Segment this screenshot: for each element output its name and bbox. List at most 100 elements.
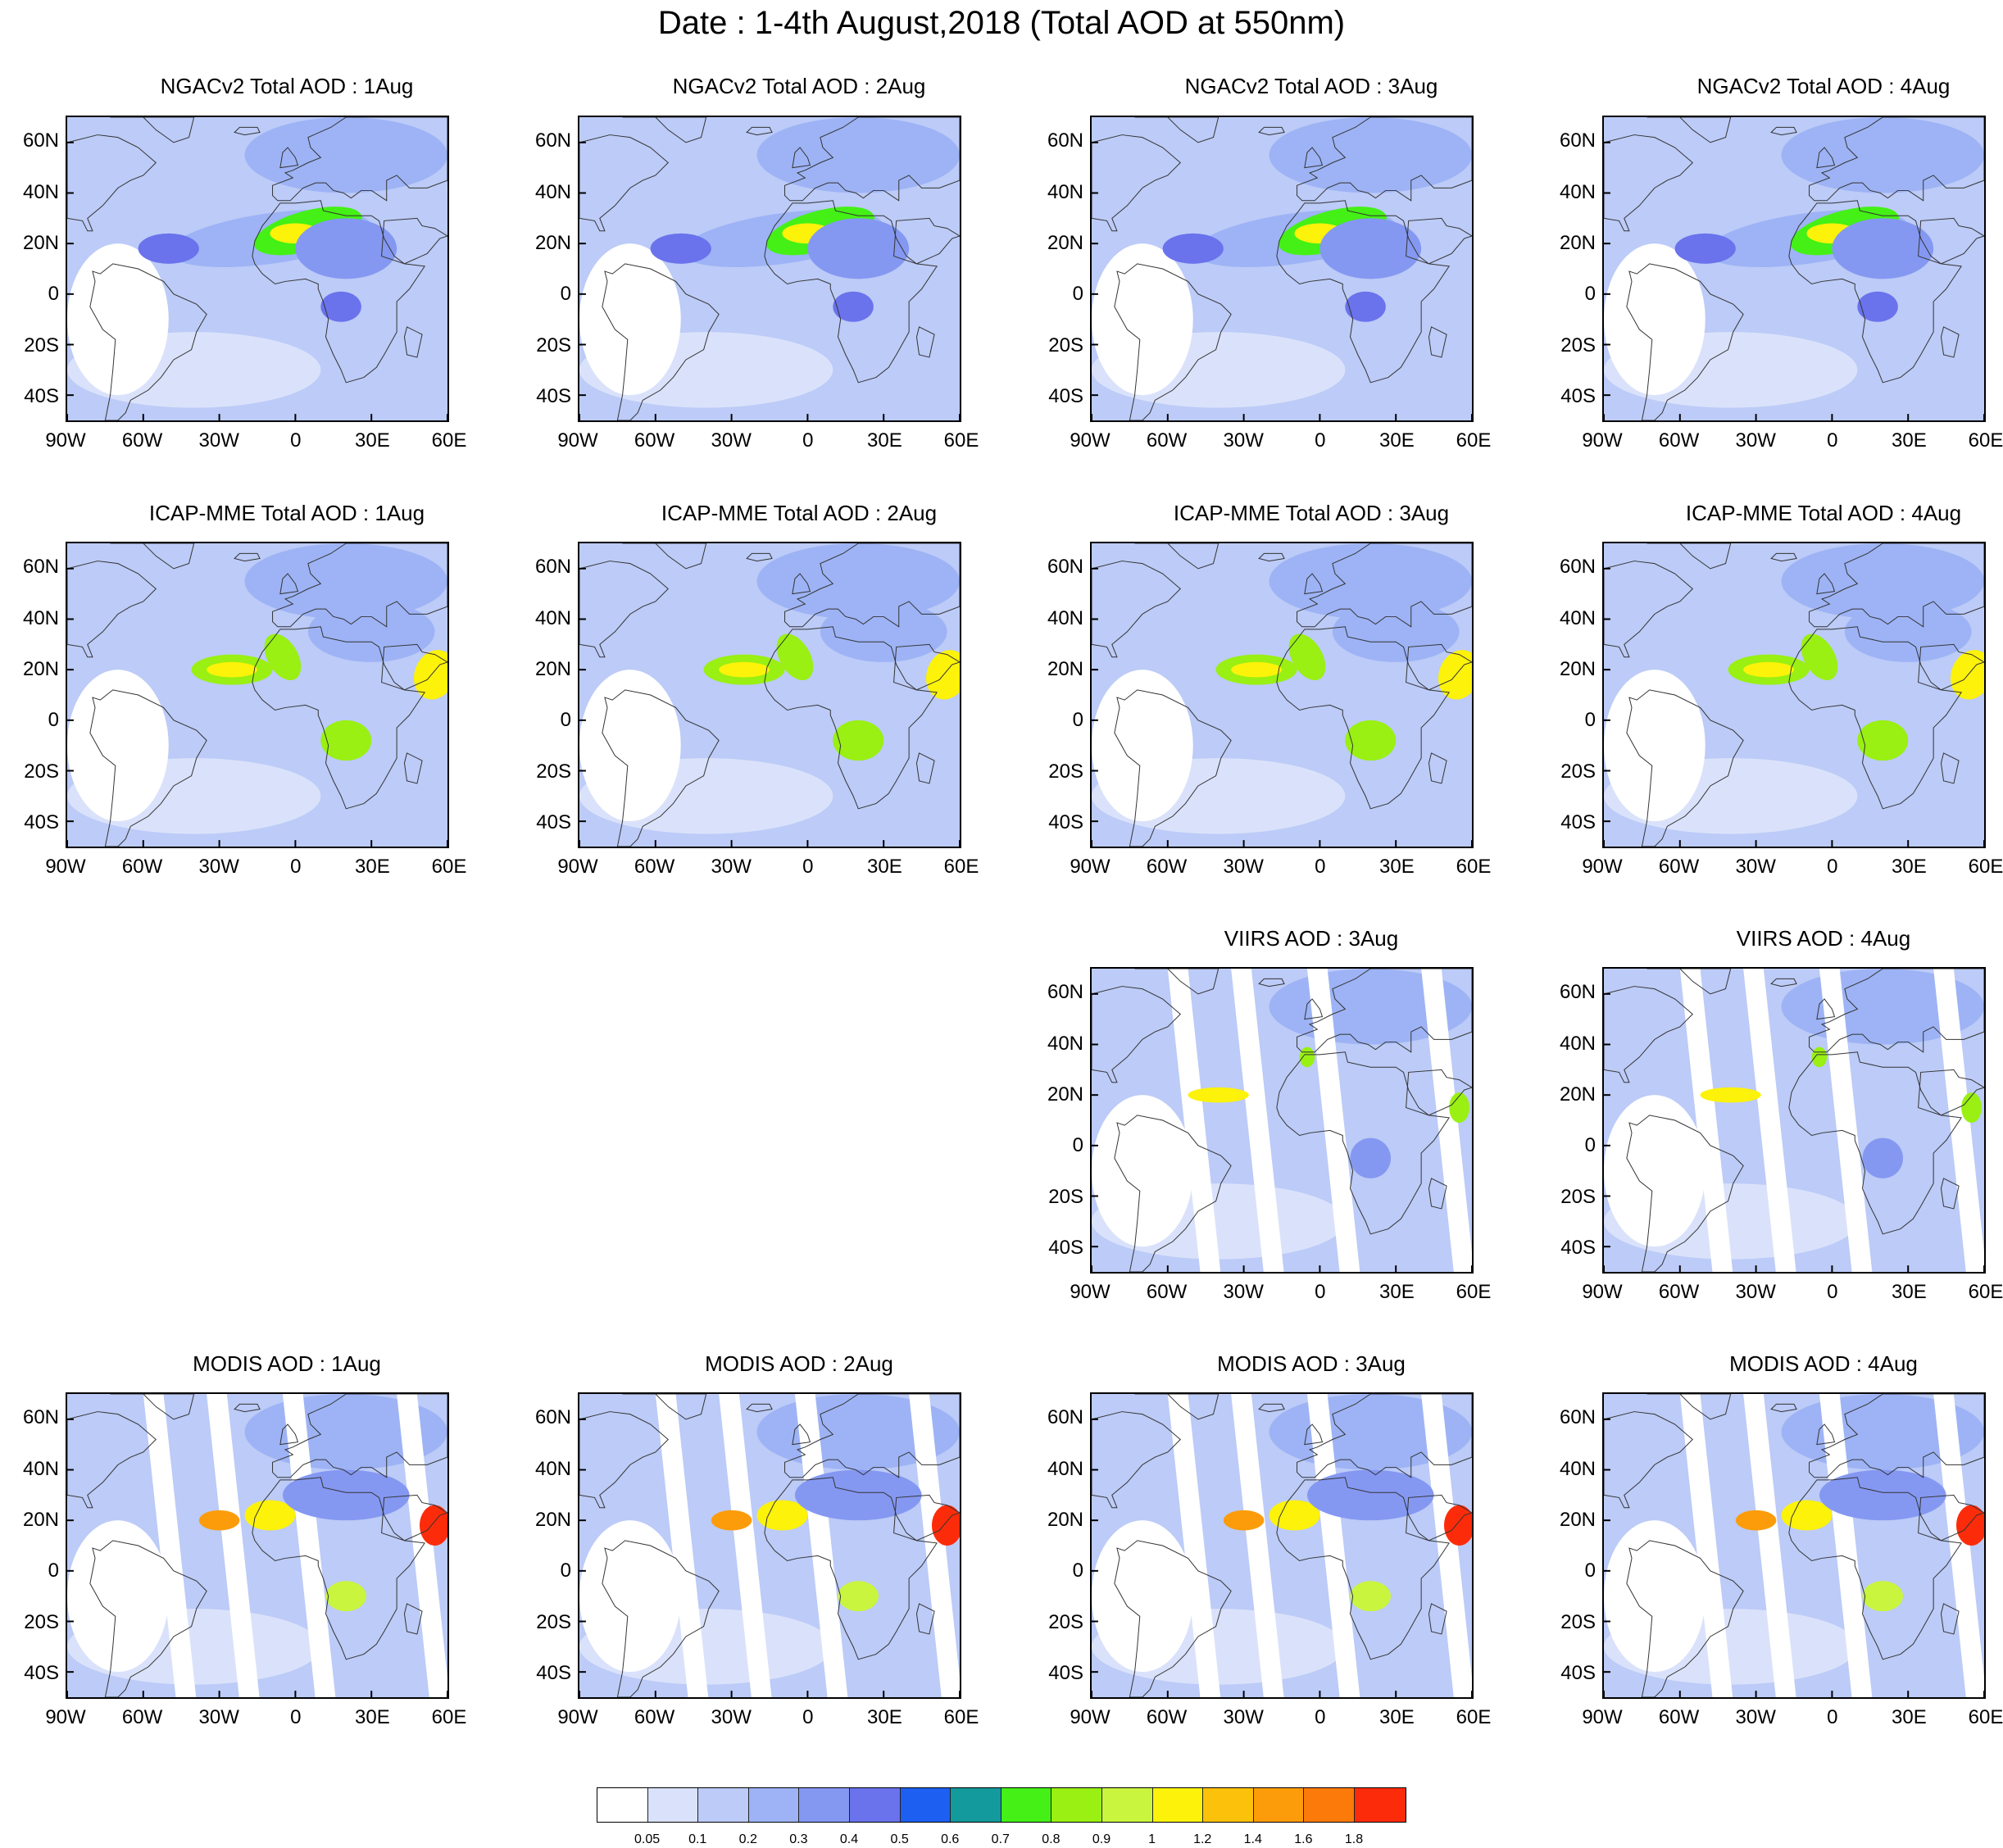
lon-tick-label: 60W [1658,1281,1700,1303]
aod-plume [138,233,199,264]
aod-plume [776,633,814,681]
coastline [1809,543,1984,628]
lon-tick-label: 30W [1223,1281,1264,1303]
lon-tick-label: 0 [802,429,814,452]
aod-map [578,116,961,422]
lat-tick-label: 40S [536,1661,571,1684]
aod-map [578,1392,961,1699]
coastline [1604,561,1693,658]
aod-plume [1604,1520,1706,1673]
coastline [1646,117,1732,143]
lat-tick-label: 0 [1072,283,1083,306]
coastline [1276,200,1450,384]
lon-tick-label: 30W [1735,429,1776,452]
lat-tick-label: 0 [560,1560,571,1582]
lat-tick-label: 60N [534,556,571,579]
colorbar-swatch [1253,1788,1305,1822]
coastline [1918,1494,1984,1542]
aod-map [66,542,449,848]
panel-title: ICAP-MME Total AOD : 4Aug [1685,501,1962,525]
coastline [1134,543,1220,570]
lat-tick-label: 60N [1047,1406,1083,1429]
lat-tick-label: 20S [1560,334,1596,356]
swath-gap [207,1394,260,1697]
aod-plume [1604,1095,1706,1247]
lon-tick-label: 60E [1968,1706,2003,1728]
lon-tick-label: 60E [431,429,467,452]
coastline [746,126,773,136]
lon-tick-label: 90W [45,1706,86,1728]
aod-map [1602,1392,1986,1699]
coastline [893,1494,960,1542]
aod-map [1602,542,1986,848]
lat-tick-label: 0 [48,1560,59,1582]
lon-tick-label: 30W [1223,429,1264,452]
colorbar-label: 1.6 [1294,1832,1313,1846]
coastline [1406,1069,1472,1116]
coastline [893,643,960,691]
lon-tick-label: 30E [867,856,902,878]
aod-plume [207,661,257,678]
colorbar-label: 1.8 [1344,1832,1364,1846]
coastline [381,643,447,691]
lon-tick-label: 60W [634,429,675,452]
panel-title: NGACv2 Total AOD : 1Aug [160,74,414,98]
coastline [1297,1394,1472,1478]
aod-plume [244,543,447,620]
coastline [1092,986,1181,1083]
coastline [1604,134,1693,232]
panel-title: NGACv2 Total AOD : 2Aug [672,74,926,98]
coastline [1276,1477,1450,1660]
map-canvas [1604,1394,1984,1697]
lat-tick-label: 20N [534,1508,571,1531]
lon-tick-label: 0 [1315,429,1326,452]
coastline [1428,1178,1447,1210]
lat-tick-label: 20N [534,657,571,680]
map-canvas [579,117,960,420]
coastline [1770,978,1797,988]
coastline [1092,561,1181,658]
map-canvas [579,543,960,847]
aod-map [1090,1392,1474,1699]
coastline [89,1540,207,1697]
coastline [272,1394,447,1478]
lat-tick-label: 40N [1047,1032,1083,1055]
coastline [1788,626,1962,810]
coastline [1258,552,1285,562]
aod-plume [1299,1047,1315,1068]
aod-plume [1700,1087,1761,1103]
aod-plume [1350,1137,1392,1178]
aod-plume [1811,1047,1828,1068]
aod-plume [579,243,681,396]
coastline [1788,1477,1962,1660]
lon-tick-label: 90W [45,856,86,878]
lat-tick-label: 20S [1048,1185,1083,1208]
lon-tick-label: 60W [1146,1706,1188,1728]
lon-tick-label: 30E [355,1706,390,1728]
lat-tick-label: 20S [1560,1185,1596,1208]
aod-plume [1092,1095,1193,1247]
coastline [272,117,447,202]
swath-gap [1679,1394,1733,1697]
lon-tick-label: 90W [1582,856,1623,878]
lat-tick-label: 0 [560,709,571,732]
lon-tick-label: 60E [1456,429,1492,452]
lon-tick-label: 30E [1379,856,1415,878]
aod-plume [1092,1520,1193,1673]
lat-tick-label: 20N [1047,1508,1083,1531]
lon-tick-label: 30W [1735,856,1776,878]
lat-tick-label: 20S [536,334,571,356]
colorbar-swatch [951,1788,1002,1822]
aod-plume [1332,601,1460,662]
aod-plume [1832,218,1934,279]
aod-plume [264,633,302,681]
aod-map [1602,116,1986,422]
coastline [1626,263,1744,420]
lat-tick-label: 0 [1584,1560,1596,1582]
map-canvas [1092,1394,1472,1697]
aod-plume [1862,1137,1904,1178]
panel-title: ICAP-MME Total AOD : 1Aug [148,501,425,525]
coastline [110,117,195,143]
coastline [915,1603,935,1635]
coastline [403,326,423,358]
